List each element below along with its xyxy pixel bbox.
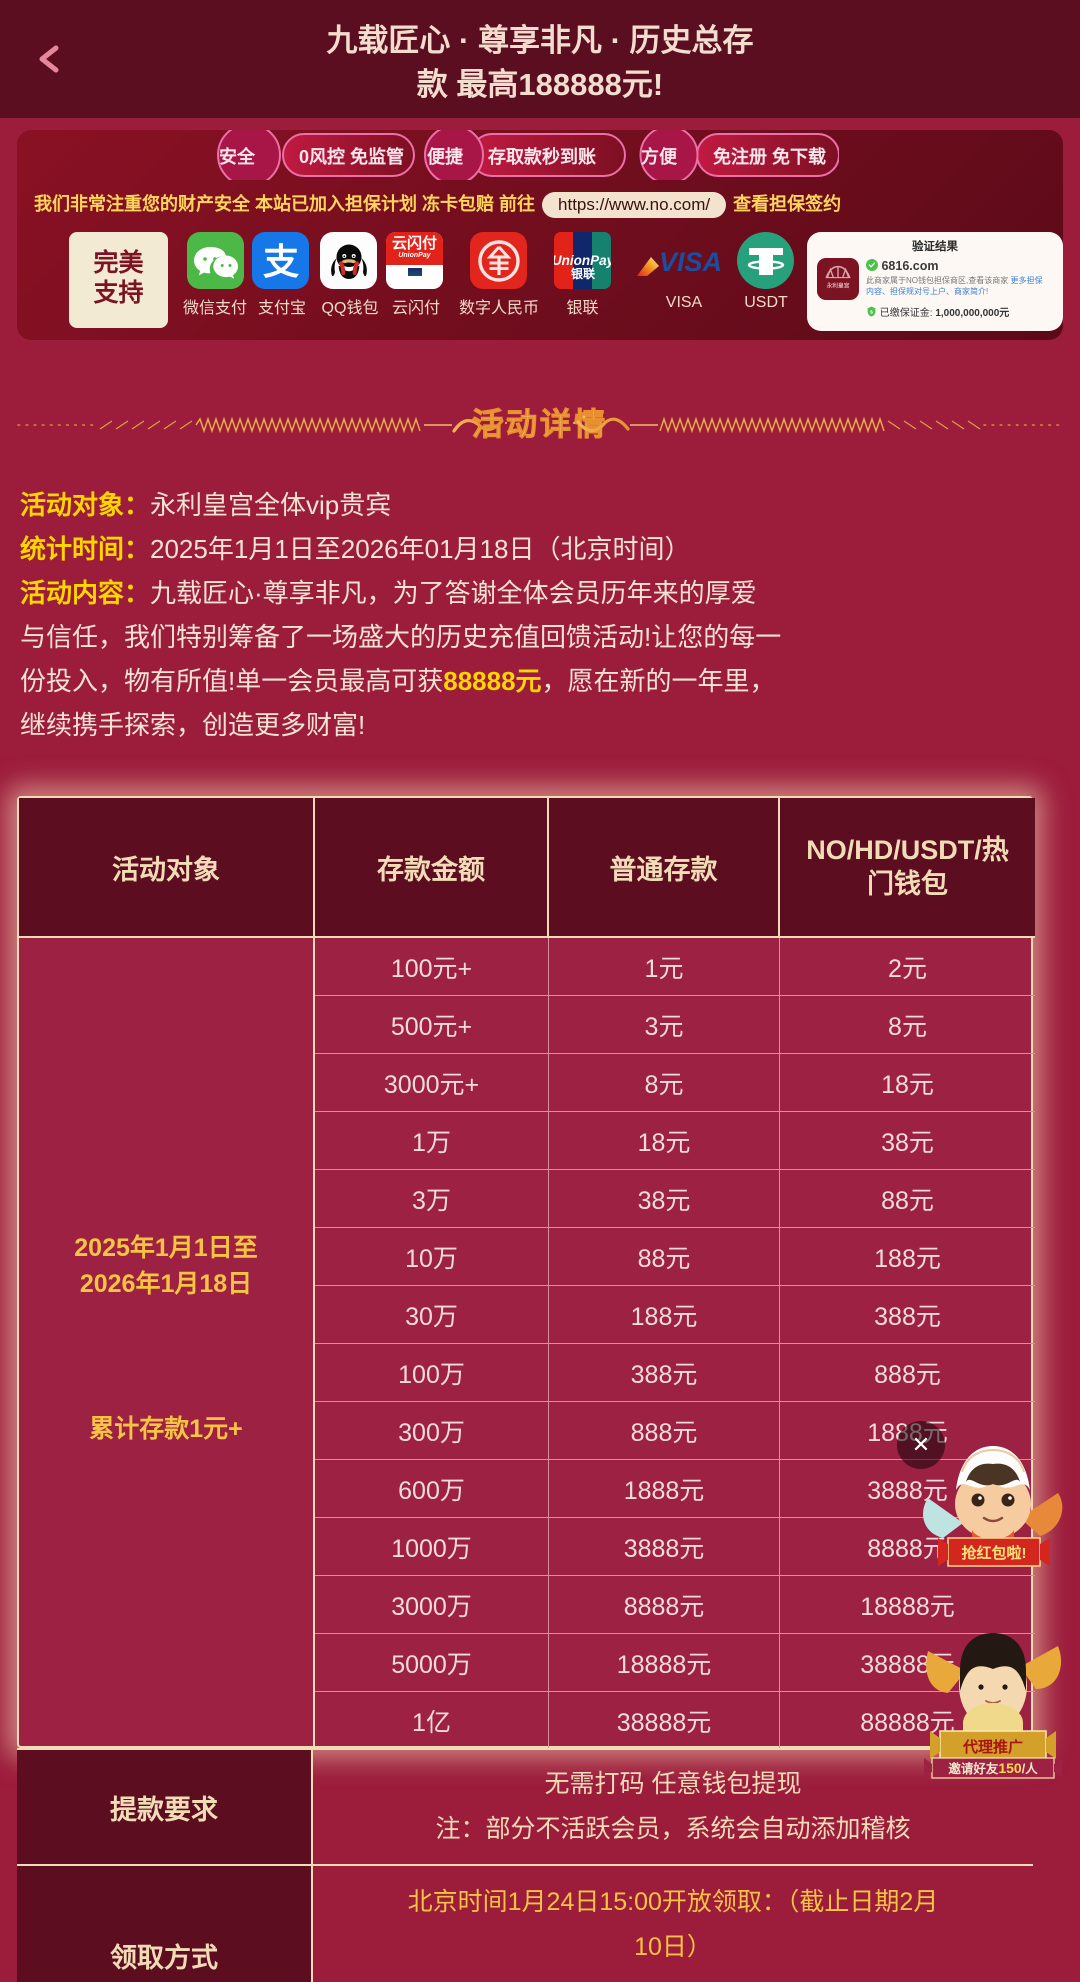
svg-text:银联: 银联 [571,266,595,281]
svg-text:VISA: VISA [659,247,722,276]
svg-text:代理推广: 代理推广 [962,1738,1023,1756]
svg-text:活动详情: 活动详情 [472,407,608,442]
svg-text:支: 支 [263,241,299,282]
svg-text:$: $ [870,309,873,315]
svg-text:永利皇宫: 永利皇宫 [826,282,850,290]
svg-text:UnionPay: UnionPay [554,253,611,268]
svg-text:抢红包啦!: 抢红包啦! [962,1544,1027,1562]
svg-text:邀请好友150/人: 邀请好友150/人 [948,1760,1038,1776]
